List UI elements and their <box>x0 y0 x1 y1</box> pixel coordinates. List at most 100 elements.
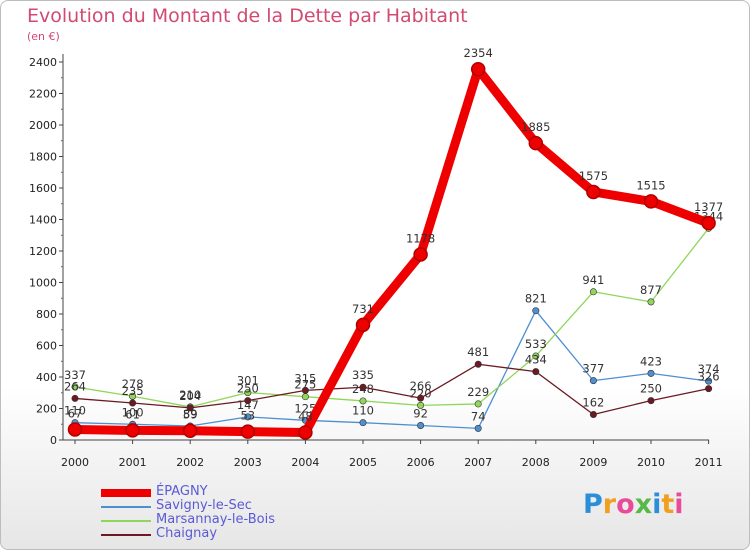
data-point-chaignay <box>129 399 137 407</box>
data-label-savigny-le-sec: 423 <box>640 354 662 368</box>
legend-item-chaignay[interactable]: Chaignay <box>101 526 361 542</box>
data-point-epagny <box>413 247 428 262</box>
y-tick-label: 600 <box>36 340 57 353</box>
data-label-epagny: 2354 <box>464 46 493 60</box>
logo-letter: P <box>583 489 603 520</box>
data-point-chaignay <box>186 404 194 412</box>
data-label-epagny: 1885 <box>521 120 550 134</box>
data-label-marsannay-le-bois: 275 <box>294 378 316 392</box>
data-point-savigny-le-sec <box>647 369 655 377</box>
series-line-savigny-le-sec <box>74 310 710 429</box>
data-label-marsannay-le-bois: 301 <box>237 374 259 388</box>
data-label-chaignay: 335 <box>352 368 374 382</box>
data-label-chaignay: 264 <box>64 379 86 393</box>
x-tick-label: 2000 <box>61 456 89 469</box>
x-tick-label: 2005 <box>349 456 377 469</box>
legend-swatch-marsannay <box>101 520 151 522</box>
data-point-epagny <box>470 61 486 77</box>
data-point-marsannay-le-bois <box>647 298 655 306</box>
data-label-savigny-le-sec: 374 <box>698 362 720 376</box>
data-point-epagny <box>586 184 601 200</box>
data-point-chaignay <box>705 385 713 393</box>
y-tick-label: 1200 <box>29 245 57 258</box>
data-point-chaignay <box>301 386 309 394</box>
data-point-chaignay <box>359 383 367 391</box>
data-label-chaignay: 326 <box>698 370 720 384</box>
x-tick-label: 2009 <box>579 456 607 469</box>
y-tick-label: 400 <box>36 371 57 384</box>
data-point-epagny <box>125 423 140 438</box>
data-point-epagny <box>528 135 544 151</box>
data-point-savigny-le-sec <box>589 377 597 385</box>
x-tick-label: 2010 <box>637 456 665 469</box>
series-line-epagny <box>70 64 714 437</box>
data-point-marsannay-le-bois <box>244 389 252 397</box>
logo-letter: i <box>674 489 684 520</box>
data-label-marsannay-le-bois: 337 <box>64 368 86 382</box>
y-tick-label: 2000 <box>29 119 57 132</box>
data-point-marsannay-le-bois <box>417 401 425 409</box>
data-label-marsannay-le-bois: 229 <box>467 385 489 399</box>
legend-swatch-epagny <box>101 489 151 497</box>
data-label-savigny-le-sec: 377 <box>582 362 604 376</box>
data-point-savigny-le-sec <box>532 307 540 315</box>
legend-label-savigny: Savigny-le-Sec <box>156 498 252 513</box>
data-point-marsannay-le-bois <box>71 383 79 391</box>
data-label-chaignay: 434 <box>525 353 547 367</box>
data-point-epagny <box>643 194 659 209</box>
data-label-epagny: 731 <box>352 302 374 316</box>
data-label-epagny: 53 <box>240 409 255 423</box>
y-tick-label: 1400 <box>29 214 57 227</box>
logo-letter: t <box>661 489 675 520</box>
legend-label-marsannay: Marsannay-le-Bois <box>156 512 275 527</box>
y-tick-label: 200 <box>36 403 57 416</box>
data-point-chaignay <box>532 368 540 376</box>
proxiti-logo: Proxiti <box>583 489 684 520</box>
x-tick-label: 2007 <box>464 456 492 469</box>
data-label-savigny-le-sec: 125 <box>294 401 316 415</box>
data-point-epagny <box>182 423 198 438</box>
data-label-epagny: 48 <box>298 409 313 423</box>
data-label-savigny-le-sec: 92 <box>413 407 428 421</box>
y-tick-label: 2200 <box>29 88 57 101</box>
data-point-marsannay-le-bois <box>532 352 540 360</box>
x-tick-label: 2011 <box>695 456 723 469</box>
x-tick-label: 2004 <box>291 456 319 469</box>
logo-letter: r <box>602 489 617 520</box>
data-label-chaignay: 162 <box>582 395 604 409</box>
legend-item-epagny[interactable]: ÉPAGNY <box>101 484 361 500</box>
data-point-chaignay <box>244 397 252 405</box>
data-point-chaignay <box>647 397 655 405</box>
data-point-marsannay-le-bois <box>589 288 597 296</box>
legend-item-marsannay[interactable]: Marsannay-le-Bois <box>101 512 361 528</box>
data-point-marsannay-le-bois <box>474 400 482 408</box>
data-label-epagny: 1377 <box>694 200 723 214</box>
y-tick-label: 1800 <box>29 151 57 164</box>
data-label-epagny: 59 <box>183 408 198 422</box>
data-point-chaignay <box>589 410 597 418</box>
data-label-savigny-le-sec: 821 <box>525 292 547 306</box>
data-label-savigny-le-sec: 74 <box>471 409 486 423</box>
legend-label-chaignay: Chaignay <box>156 526 218 541</box>
data-point-savigny-le-sec <box>417 422 425 430</box>
data-label-marsannay-le-bois: 941 <box>582 273 604 287</box>
data-label-savigny-le-sec: 89 <box>183 407 198 421</box>
x-tick-label: 2003 <box>234 456 262 469</box>
data-label-chaignay: 235 <box>122 384 144 398</box>
data-point-savigny-le-sec <box>359 419 367 427</box>
chart-subtitle: (en €) <box>27 30 60 43</box>
data-label-epagny: 61 <box>125 407 140 421</box>
data-point-epagny <box>355 317 371 333</box>
data-point-marsannay-le-bois <box>359 397 367 405</box>
data-point-chaignay <box>71 394 79 402</box>
legend-item-savigny[interactable]: Savigny-le-Sec <box>101 498 361 514</box>
chart-title: Evolution du Montant de la Dette par Hab… <box>27 5 468 27</box>
x-tick-label: 2001 <box>119 456 147 469</box>
data-label-marsannay-le-bois: 533 <box>525 337 547 351</box>
data-point-epagny <box>298 425 313 440</box>
data-label-savigny-le-sec: 110 <box>64 404 86 418</box>
y-tick-label: 800 <box>36 308 57 321</box>
data-point-marsannay-le-bois <box>129 392 137 400</box>
